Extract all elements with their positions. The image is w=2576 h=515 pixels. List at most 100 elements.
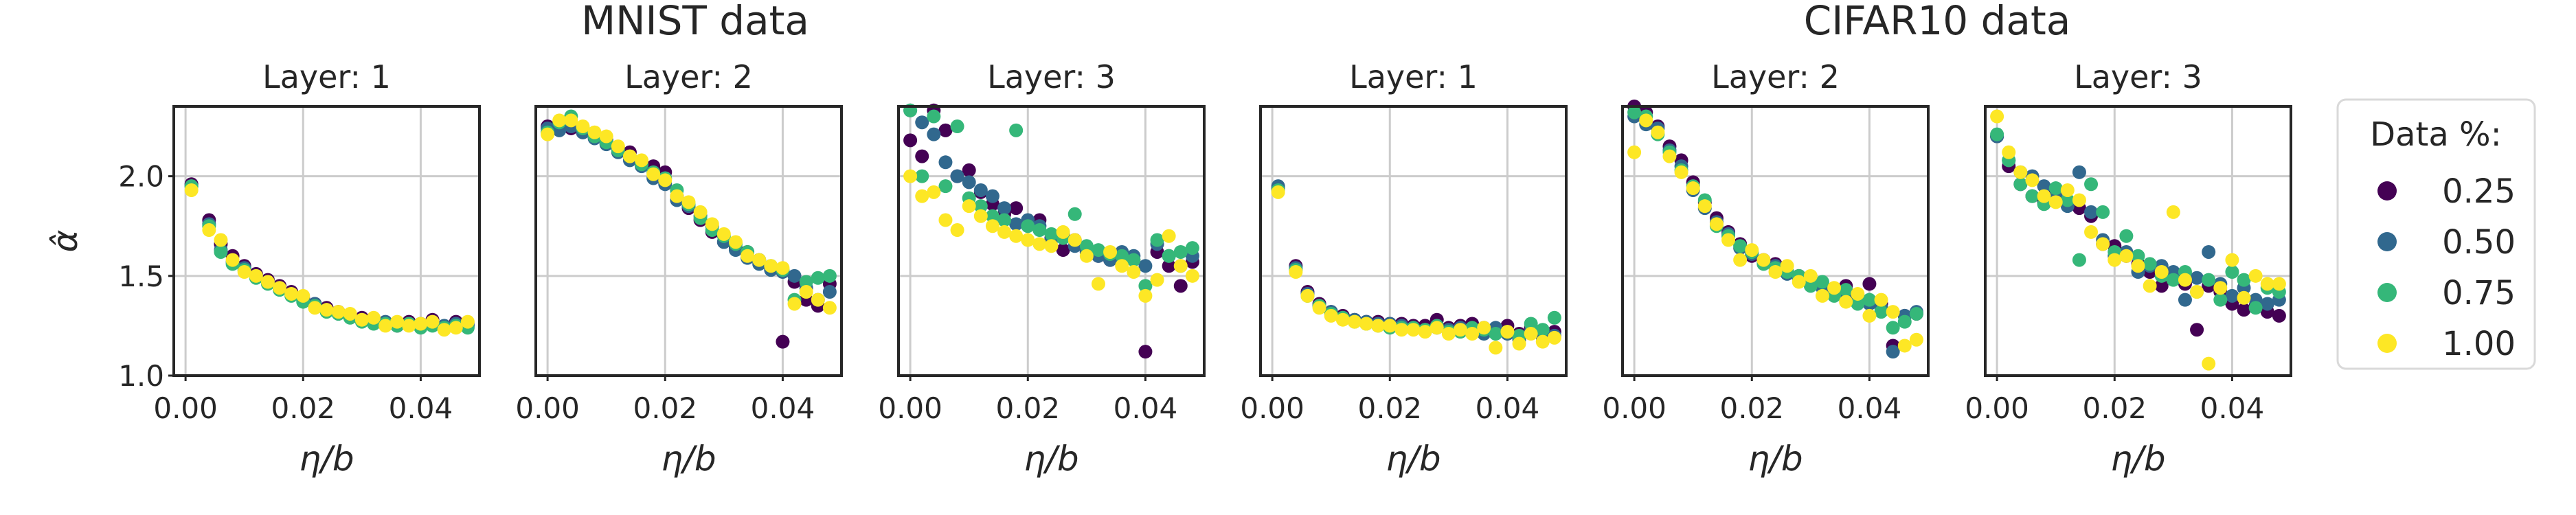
data-point	[1150, 273, 1164, 287]
data-point	[1547, 310, 1561, 325]
data-point	[2190, 271, 2204, 285]
data-point	[973, 209, 988, 223]
legend-marker	[2377, 181, 2397, 201]
data-point	[997, 201, 1012, 216]
data-point	[2213, 281, 2228, 295]
data-point	[2131, 249, 2145, 263]
plot-area	[1985, 106, 2291, 376]
data-point	[1430, 321, 1444, 335]
data-point	[1138, 288, 1153, 303]
data-point	[260, 275, 275, 289]
data-point	[2072, 165, 2086, 179]
data-point	[331, 305, 346, 319]
data-point	[2213, 293, 2228, 307]
data-point	[1138, 259, 1153, 273]
data-point	[611, 139, 625, 154]
data-point	[576, 119, 590, 134]
data-point	[915, 115, 929, 130]
data-point	[564, 113, 578, 128]
data-point	[822, 268, 837, 283]
data-point	[1091, 277, 1105, 291]
data-point	[1815, 288, 1829, 303]
data-point	[1709, 217, 1724, 231]
data-point	[1127, 253, 1141, 267]
data-point	[1721, 233, 1736, 247]
panel-title: Layer: 3	[987, 58, 1116, 95]
data-point	[1162, 229, 1176, 243]
data-point	[2225, 265, 2239, 279]
data-point	[1103, 244, 1118, 259]
data-point	[1009, 217, 1024, 231]
data-point	[366, 310, 381, 325]
data-point	[1394, 323, 1409, 337]
data-point	[449, 321, 463, 335]
data-point	[2237, 273, 2251, 287]
x-tick-label: 0.02	[633, 391, 698, 425]
data-point	[1756, 253, 1771, 267]
data-point	[1079, 249, 1094, 263]
data-point	[2237, 290, 2251, 305]
data-point	[2119, 229, 2134, 243]
x-axis-label: η/b	[661, 439, 716, 479]
data-point	[1839, 295, 1853, 309]
data-point	[1627, 145, 1642, 159]
data-point	[973, 183, 988, 197]
data-point	[402, 319, 416, 333]
data-point	[1009, 229, 1024, 243]
data-point	[2096, 237, 2110, 251]
data-point	[1780, 259, 1794, 273]
legend-marker	[2377, 232, 2397, 251]
data-point	[1044, 227, 1059, 241]
data-point	[2166, 273, 2180, 287]
data-point	[2248, 301, 2263, 315]
data-point	[1862, 277, 1877, 291]
data-point	[2013, 177, 2028, 192]
data-point	[460, 314, 475, 329]
data-point	[2178, 293, 2192, 307]
data-point	[2037, 179, 2051, 194]
data-point	[2084, 205, 2099, 219]
x-tick-label: 0.02	[2083, 391, 2147, 425]
data-point	[1897, 339, 1912, 353]
data-point	[1335, 312, 1350, 327]
data-point	[296, 288, 310, 303]
data-point	[202, 223, 216, 238]
data-point	[962, 199, 976, 214]
data-point	[950, 223, 964, 238]
data-point	[2248, 268, 2263, 283]
data-point	[599, 129, 613, 144]
suptitle-mnist: MNIST data	[581, 0, 809, 44]
panel-title: Layer: 2	[624, 58, 753, 95]
x-tick-label: 0.00	[1965, 391, 2029, 425]
data-point	[1271, 185, 1285, 199]
panel-6: 0.00 0.02 0.04 Layer: 3 η/b	[1965, 58, 2292, 479]
data-point	[1032, 223, 1047, 238]
data-point	[915, 149, 929, 163]
data-point	[915, 189, 929, 203]
data-point	[2225, 253, 2239, 267]
data-point	[938, 213, 953, 227]
data-point	[1300, 288, 1315, 303]
x-tick-label: 0.04	[751, 391, 815, 425]
data-point	[1489, 341, 1503, 355]
data-point	[1312, 301, 1326, 315]
data-point	[1686, 181, 1700, 196]
data-point	[670, 189, 684, 203]
data-point	[2048, 181, 2063, 196]
data-point	[587, 125, 602, 139]
x-tick-label: 0.02	[1720, 391, 1785, 425]
x-tick-label: 0.00	[1240, 391, 1304, 425]
data-point	[1803, 279, 1818, 293]
data-point	[414, 317, 428, 331]
data-point	[2154, 279, 2169, 293]
legend-marker	[2377, 283, 2397, 302]
x-axis-label: η/b	[1748, 439, 1803, 479]
data-point	[2119, 249, 2134, 263]
data-point	[1150, 233, 1164, 247]
data-point	[2143, 279, 2157, 293]
data-point	[1674, 165, 1688, 179]
x-tick-label: 0.00	[515, 391, 580, 425]
data-point	[950, 119, 964, 134]
